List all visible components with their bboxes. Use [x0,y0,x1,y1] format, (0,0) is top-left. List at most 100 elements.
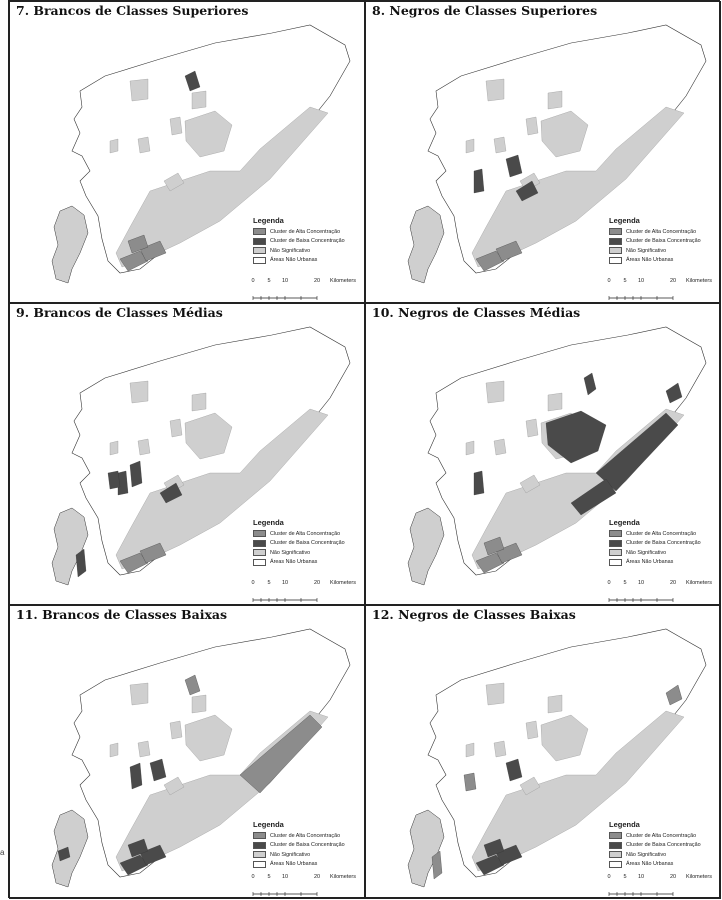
legend-item: Áreas Não Urbanas [253,256,345,266]
legend-label: Cluster de Baixa Concentração [626,238,701,245]
region-low-cluster [129,460,143,488]
region-notsig [137,740,151,758]
region-notsig [465,742,475,758]
legend-swatch [253,228,266,236]
region-low-cluster [139,844,167,866]
legend-item: Não Significativo [609,850,701,860]
region-notsig [485,78,505,102]
legend-label: Não Significativo [626,851,667,858]
legend-label: Cluster de Baixa Concentração [626,842,701,849]
panel-title: 10. Negros de Classes Médias [372,305,581,320]
legend-label: Áreas Não Urbanas [270,257,318,264]
scale-tick-label: 20 [313,874,321,880]
region-high-cluster [119,552,149,574]
choropleth-map [407,326,707,586]
legend-swatch [253,851,266,859]
scale-tick-label: 0 [607,278,611,284]
legend-swatch [253,841,266,849]
legend-item: Cluster de Baixa Concentração [253,237,345,247]
region-low-cluster [545,410,607,464]
scale-tick-label: 10 [637,278,645,284]
legend: Legenda Cluster de Alta Concentração Clus… [253,820,345,869]
legend-label: Não Significativo [270,247,311,254]
region-notsig [519,474,541,494]
region-notsig [485,682,505,706]
scale-bar: 0 5 10 20 Kilometers [607,874,712,898]
scale-unit: Kilometers [686,580,712,586]
legend-title: Legenda [609,216,640,225]
choropleth-map [407,628,707,888]
legend-swatch [253,530,266,538]
scale-unit: Kilometers [330,278,356,284]
legend-item: Cluster de Baixa Concentração [609,237,701,247]
region-notsig [493,136,507,154]
region-notsig [519,776,541,796]
region-high-cluster [483,536,505,556]
scale-unit: Kilometers [330,580,356,586]
scale-tick-label: 10 [637,874,645,880]
region-notsig [547,90,563,110]
region-low-cluster [475,854,505,876]
panel-title: 9. Brancos de Classes Médias [16,305,223,320]
region-notsig [109,138,119,154]
legend-label: Cluster de Baixa Concentração [270,238,345,245]
legend: Legenda Cluster de Alta Concentração Clus… [253,518,345,567]
region-low-cluster [473,168,485,194]
region-notsig [115,106,329,268]
scale-tick-label: 0 [251,580,255,586]
region-notsig [471,106,685,268]
legend-swatch [609,860,622,868]
legend-item: Cluster de Alta Concentração [609,831,701,841]
region-low-cluster [57,846,71,862]
scale-tick-label: 20 [669,580,677,586]
legend-swatch [609,247,622,255]
legend-item: Não Significativo [609,246,701,256]
island-region [51,205,89,284]
scale-tick-label: 20 [669,874,677,880]
legend-label: Áreas Não Urbanas [626,861,674,868]
island-region [51,507,89,586]
legend-swatch [609,530,622,538]
legend-swatch [253,237,266,245]
island-region [407,809,445,888]
island-region [407,205,445,284]
region-notsig [485,380,505,404]
legend-label: Cluster de Alta Concentração [626,530,697,537]
region-notsig [169,418,183,438]
choropleth-map [51,326,351,586]
legend-swatch [609,237,622,245]
region-notsig [540,714,589,762]
choropleth-map [51,24,351,284]
map-panel-10: 10. Negros de Classes Médias Legenda Clu… [365,303,721,605]
legend-label: Não Significativo [626,549,667,556]
legend-label: Cluster de Baixa Concentração [626,540,701,547]
legend-item: Cluster de Baixa Concentração [253,841,345,851]
legend-label: Áreas Não Urbanas [626,257,674,264]
region-low-cluster [117,470,129,496]
scale-tick-label: 0 [251,278,255,284]
legend-swatch [253,539,266,547]
region-notsig [465,138,475,154]
region-notsig [169,720,183,740]
region-notsig [493,740,507,758]
scale-tick-label: 0 [251,874,255,880]
legend-item: Não Significativo [609,548,701,558]
scale-bar: 0 5 10 20 Kilometers [251,278,356,302]
scale-tick-label: 5 [623,278,627,284]
map-panel-8: 8. Negros de Classes Superiores Legenda … [365,1,721,303]
region-notsig [129,78,149,102]
legend: Legenda Cluster de Alta Concentração Clus… [609,216,701,265]
legend-swatch [253,832,266,840]
legend-item: Cluster de Alta Concentração [253,227,345,237]
legend-swatch [253,549,266,557]
legend-label: Cluster de Baixa Concentração [270,842,345,849]
legend-swatch [609,851,622,859]
region-notsig [184,110,233,158]
legend-item: Cluster de Alta Concentração [609,529,701,539]
region-notsig [129,380,149,404]
legend-label: Áreas Não Urbanas [270,559,318,566]
panel-title: 12. Negros de Classes Baixas [372,607,576,622]
legend-title: Legenda [253,518,284,527]
legend-label: Cluster de Alta Concentração [270,832,341,839]
scale-bar: 0 5 10 20 Kilometers [251,874,356,898]
